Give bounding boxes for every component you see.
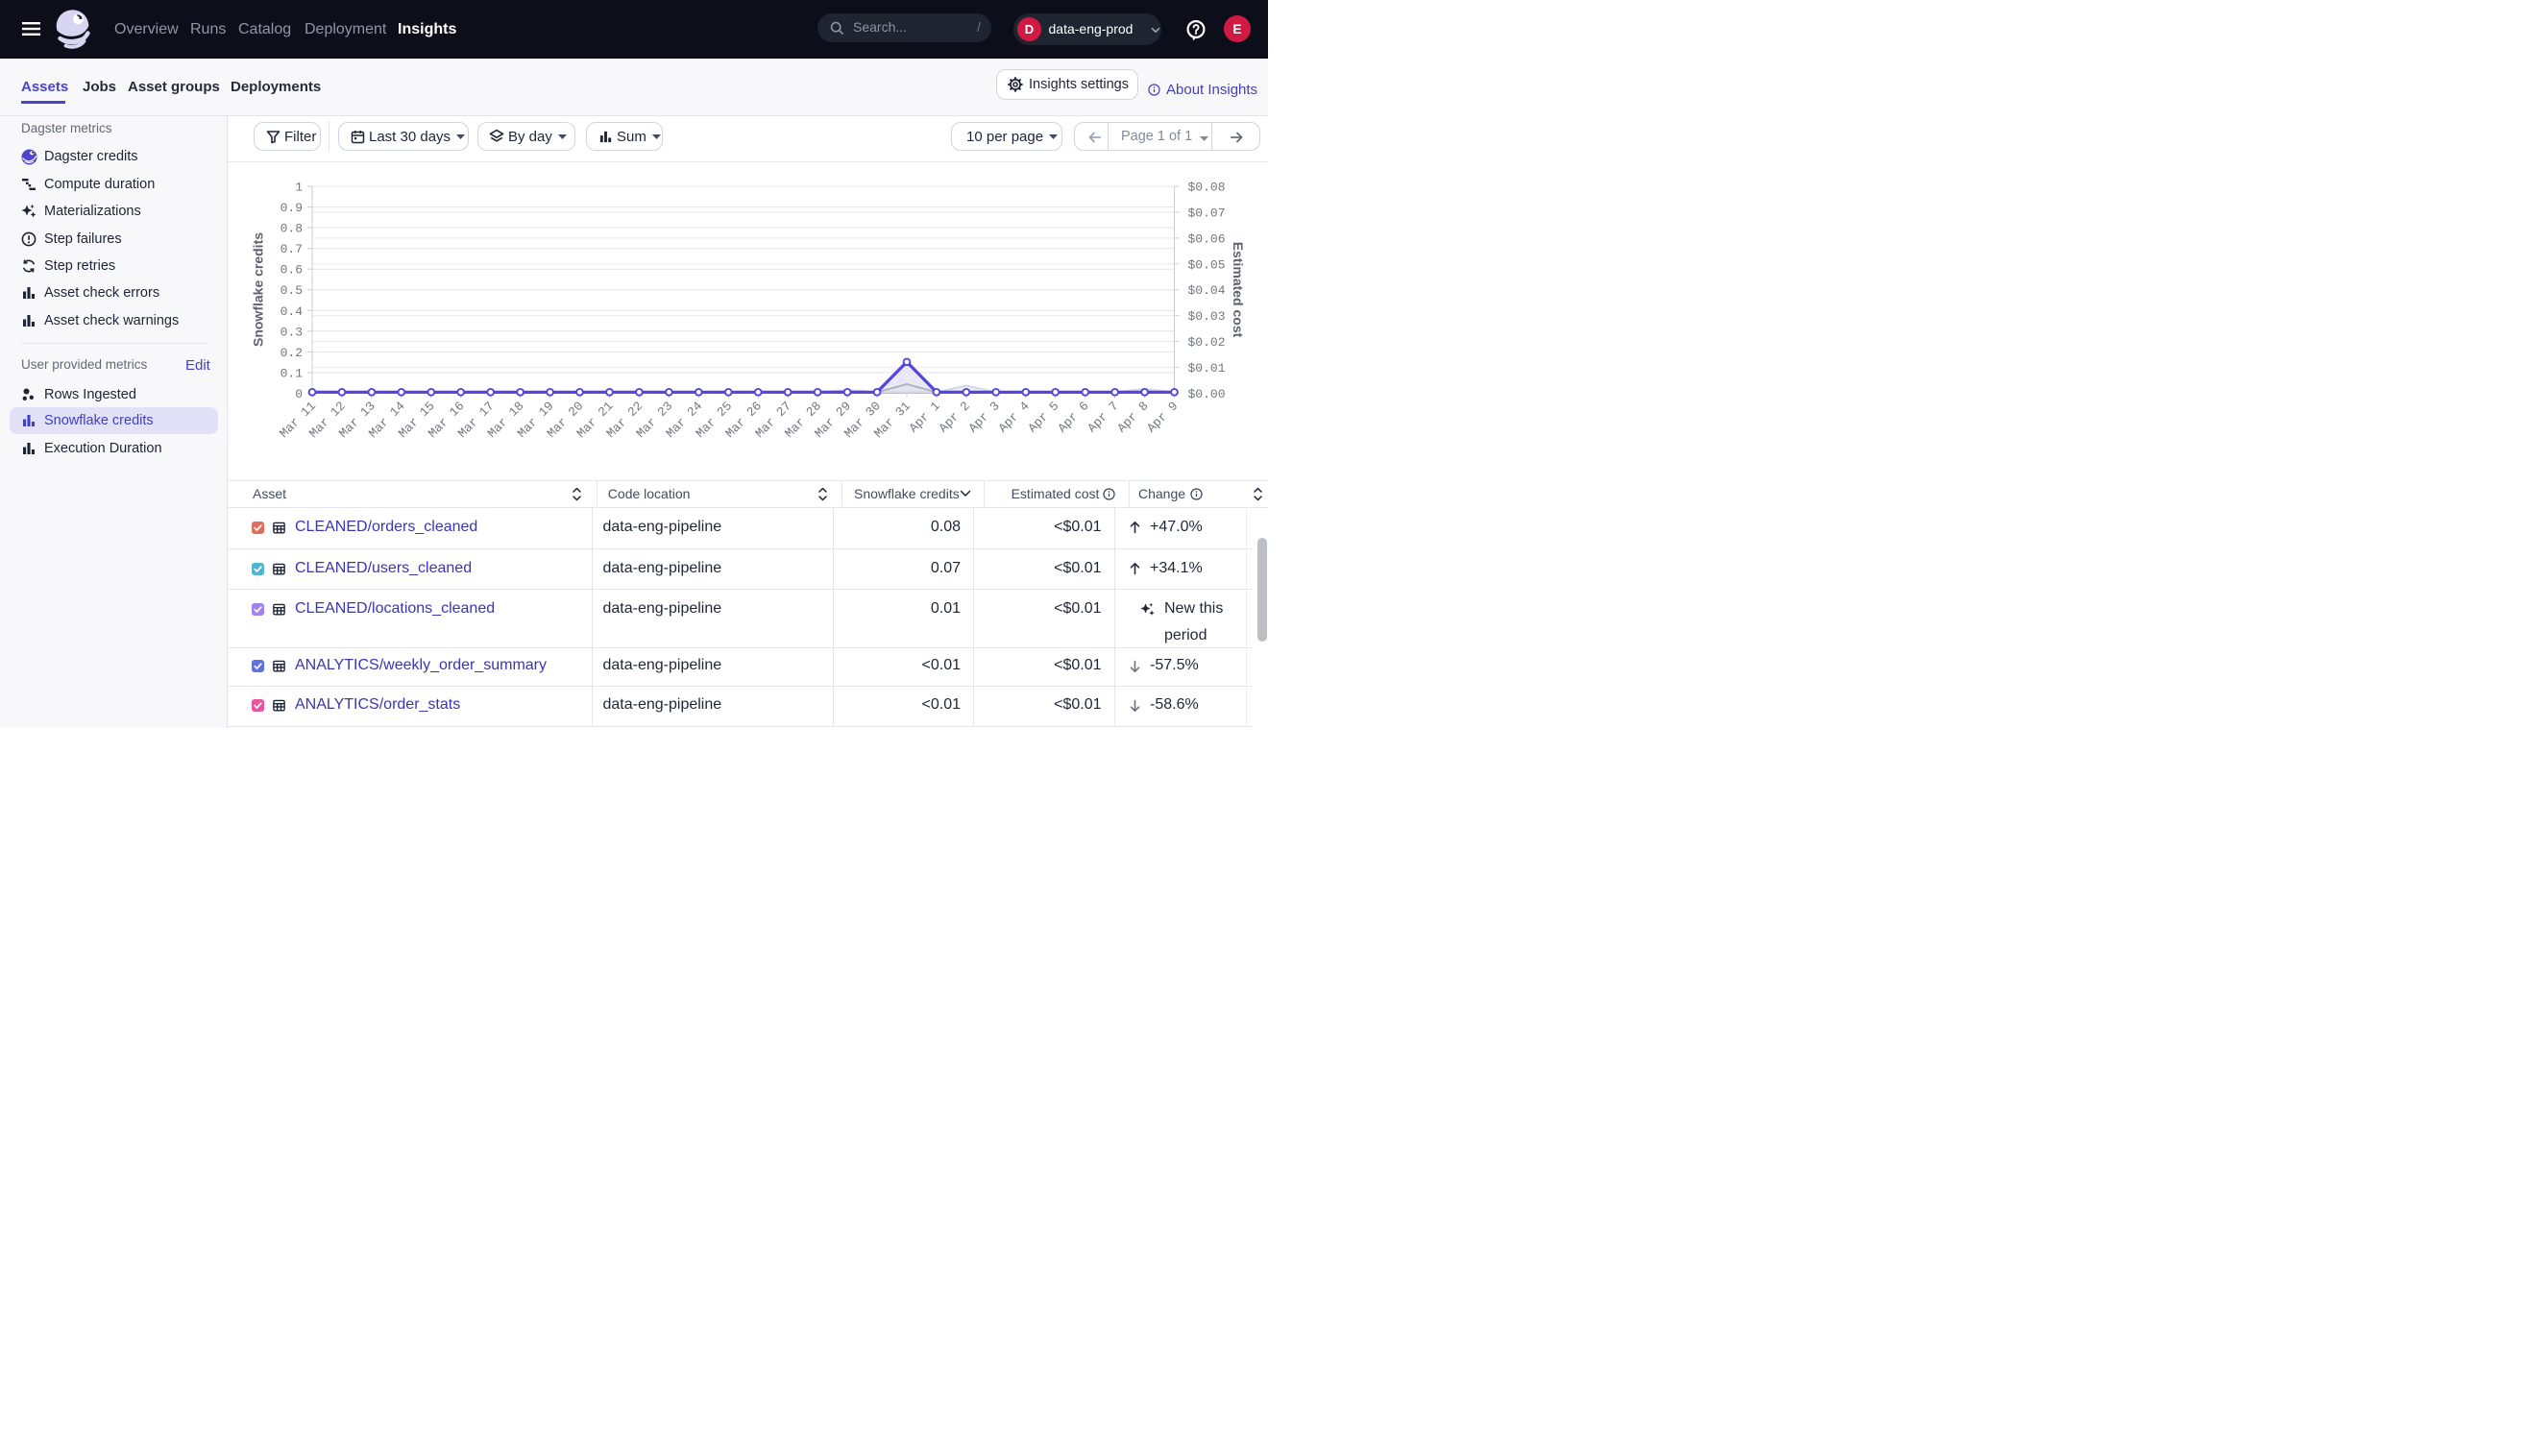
svg-text:0.4: 0.4: [280, 304, 304, 319]
svg-text:0.5: 0.5: [280, 283, 303, 298]
svg-text:0.1: 0.1: [280, 366, 304, 380]
svg-text:$0.06: $0.06: [1188, 231, 1226, 246]
svg-text:Apr 4: Apr 4: [995, 399, 1032, 435]
svg-text:0.6: 0.6: [280, 263, 303, 278]
svg-text:Snowflake credits: Snowflake credits: [251, 232, 266, 347]
svg-text:0: 0: [295, 387, 303, 401]
svg-text:Apr 6: Apr 6: [1055, 399, 1091, 435]
svg-text:Apr 7: Apr 7: [1085, 399, 1121, 435]
svg-text:0.7: 0.7: [280, 242, 303, 256]
svg-text:$0.03: $0.03: [1188, 309, 1226, 324]
svg-text:0.3: 0.3: [280, 325, 303, 339]
svg-text:Apr 5: Apr 5: [1025, 399, 1061, 435]
svg-text:Apr 9: Apr 9: [1144, 399, 1181, 435]
svg-text:Estimated cost: Estimated cost: [1231, 242, 1246, 338]
svg-text:Apr 8: Apr 8: [1114, 399, 1151, 435]
svg-text:$0.04: $0.04: [1188, 283, 1226, 298]
svg-text:Apr 2: Apr 2: [937, 399, 973, 435]
svg-text:0.8: 0.8: [280, 222, 303, 236]
svg-text:$0.02: $0.02: [1188, 335, 1226, 350]
svg-text:1: 1: [295, 181, 303, 195]
svg-text:$0.08: $0.08: [1188, 181, 1226, 195]
svg-text:$0.01: $0.01: [1188, 361, 1226, 376]
svg-text:$0.05: $0.05: [1188, 257, 1226, 272]
svg-text:$0.07: $0.07: [1188, 206, 1226, 220]
svg-text:Apr 1: Apr 1: [907, 399, 943, 435]
svg-text:0.2: 0.2: [280, 346, 303, 360]
svg-text:Apr 3: Apr 3: [965, 399, 1002, 435]
svg-text:0.9: 0.9: [280, 201, 303, 215]
svg-text:$0.00: $0.00: [1188, 387, 1226, 401]
